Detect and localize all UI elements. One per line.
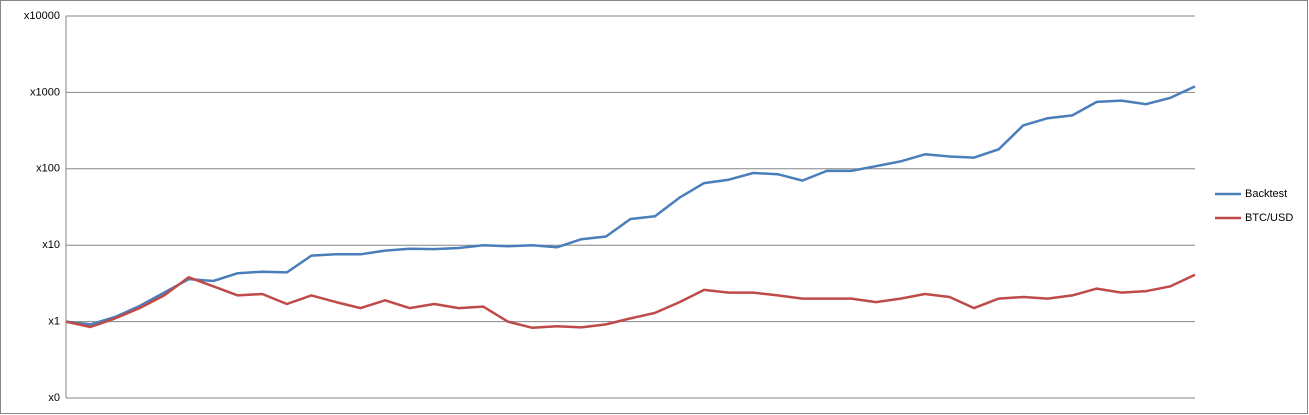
legend-label: BTC/USD (1245, 212, 1293, 224)
y-tick-label: x100 (36, 163, 60, 175)
legend-label: Backtest (1245, 188, 1287, 200)
y-tick-label: x1 (48, 316, 60, 328)
y-tick-label: x0 (48, 392, 60, 404)
y-tick-label: x10000 (24, 10, 60, 22)
series-line (65, 273, 1196, 330)
series-line (65, 85, 1196, 326)
y-tick-label: x10 (42, 239, 60, 251)
y-tick-label: x1000 (30, 86, 60, 98)
